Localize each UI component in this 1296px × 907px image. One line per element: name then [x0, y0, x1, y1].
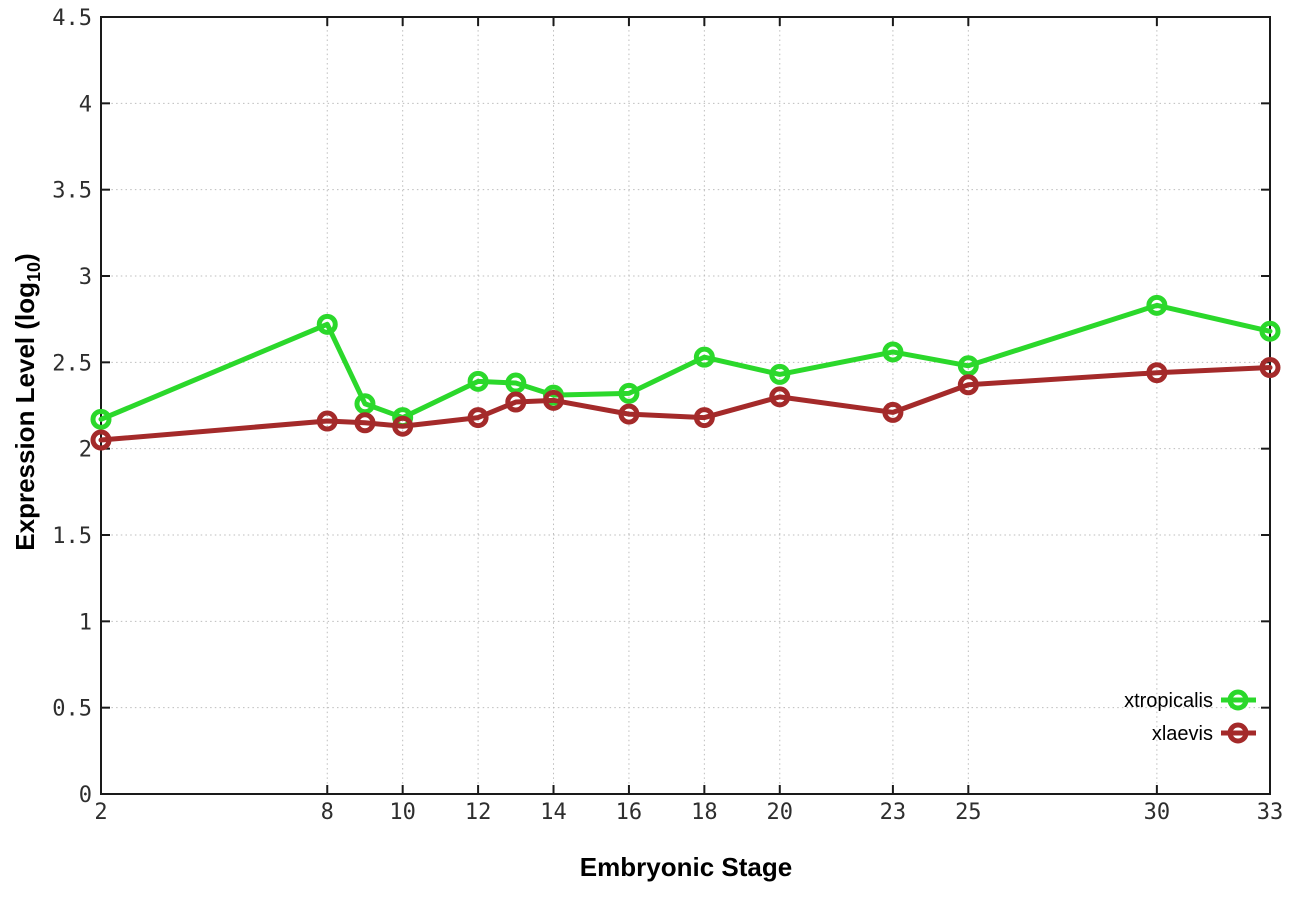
x-tick-label: 12 [465, 800, 492, 825]
data-point-xlaevis [618, 403, 640, 425]
legend-marker-xlaevis [1221, 722, 1256, 744]
y-axis-title-subscript: 10 [24, 262, 44, 282]
legend: xtropicalis xlaevis [1124, 689, 1256, 745]
data-point-xtropicalis [354, 393, 376, 415]
data-point-xtropicalis [505, 372, 527, 394]
data-point-xlaevis [467, 407, 489, 429]
x-tick-label: 14 [540, 800, 567, 825]
data-point-xtropicalis [90, 408, 112, 430]
y-tick-label: 2 [79, 438, 92, 463]
legend-marker-xtropicalis [1221, 689, 1256, 711]
data-point-xtropicalis [1146, 294, 1168, 316]
axis-layer [100, 16, 1271, 795]
data-point-xlaevis [505, 391, 527, 413]
data-point-xtropicalis [693, 346, 715, 368]
y-tick-label: 2.5 [52, 351, 92, 376]
data-point-xtropicalis [618, 382, 640, 404]
series-layer [90, 294, 1281, 451]
data-point-xlaevis [90, 429, 112, 451]
y-tick-label: 1.5 [52, 524, 92, 549]
data-point-xlaevis [354, 412, 376, 434]
data-point-xlaevis [392, 415, 414, 437]
y-tick-label: 4.5 [52, 6, 92, 31]
y-tick-label: 3.5 [52, 179, 92, 204]
data-point-xlaevis [882, 401, 904, 423]
plot-border [100, 16, 1271, 795]
x-tick-label: 18 [691, 800, 718, 825]
grid-layer [102, 18, 1269, 793]
x-tick-label: 33 [1257, 800, 1284, 825]
y-tick-label: 0 [79, 783, 92, 808]
x-tick-label: 30 [1144, 800, 1171, 825]
y-axis-title: Expression Level (log10) [10, 253, 44, 550]
y-tick-label: 4 [79, 92, 92, 117]
x-tick-label: 23 [880, 800, 907, 825]
data-point-xtropicalis [467, 370, 489, 392]
x-tick-label: 20 [767, 800, 794, 825]
x-tick-label: 25 [955, 800, 982, 825]
data-point-xlaevis [693, 407, 715, 429]
legend-label-xlaevis: xlaevis [1152, 723, 1213, 745]
x-tick-label: 2 [94, 800, 107, 825]
tick-label-layer: 2 8 10 12 14 16 18 20 23 25 30 33 0 0.5 1 1.5 2 2.5 3 3.5 4 4… [52, 6, 1283, 825]
y-axis-title-text: Expression Level (log [10, 282, 40, 551]
x-tick-label: 8 [321, 800, 334, 825]
x-tick-label: 10 [389, 800, 416, 825]
y-tick-label: 1 [79, 610, 92, 635]
data-point-xtropicalis [769, 363, 791, 385]
data-point-xtropicalis [1259, 320, 1281, 342]
legend-label-xtropicalis: xtropicalis [1124, 690, 1213, 712]
data-point-xlaevis [1146, 362, 1168, 384]
y-tick-label: 3 [79, 265, 92, 290]
data-point-xlaevis [1259, 357, 1281, 379]
data-point-xtropicalis [316, 313, 338, 335]
data-point-xtropicalis [882, 341, 904, 363]
x-axis-title: Embryonic Stage [580, 852, 792, 882]
y-axis-title-close: ) [10, 253, 40, 262]
data-point-xlaevis [543, 389, 565, 411]
x-tick-label: 16 [616, 800, 643, 825]
series-line-xlaevis [98, 365, 1273, 443]
data-point-xlaevis [769, 386, 791, 408]
y-tick-label: 0.5 [52, 697, 92, 722]
data-point-xlaevis [957, 374, 979, 396]
data-point-xtropicalis [957, 355, 979, 377]
data-point-xlaevis [316, 410, 338, 432]
